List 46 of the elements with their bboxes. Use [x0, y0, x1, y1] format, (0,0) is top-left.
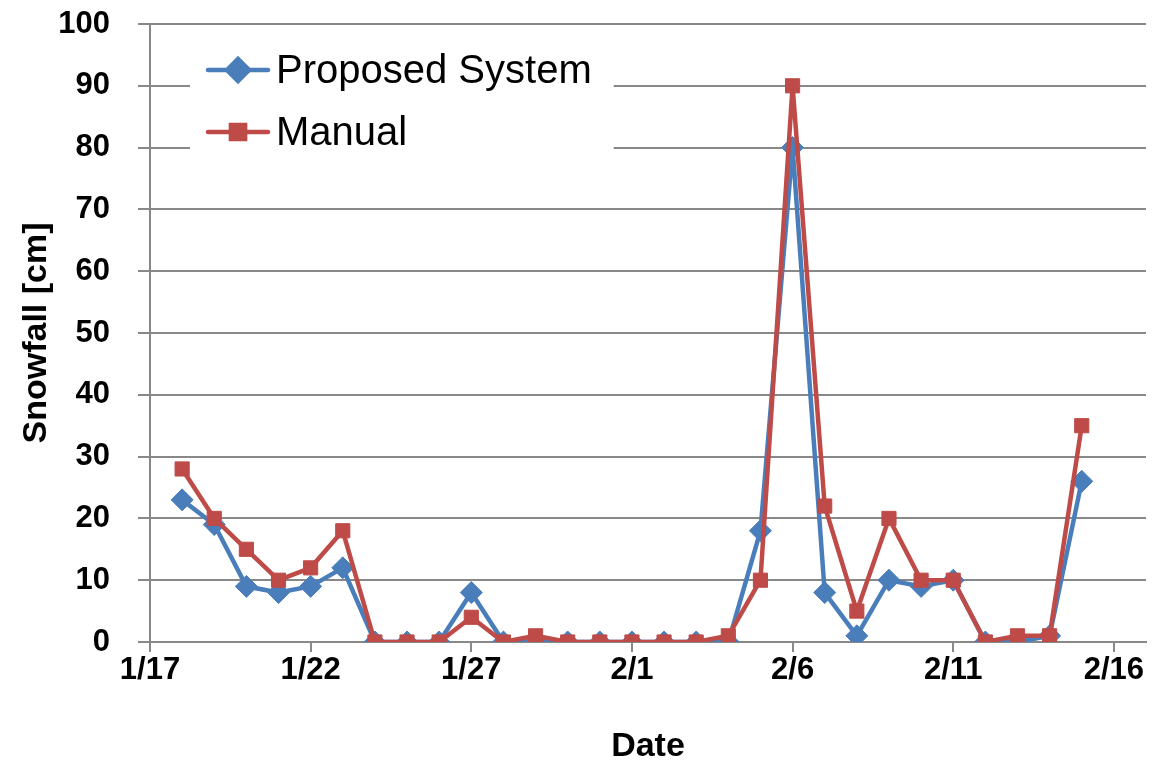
point: [459, 581, 483, 605]
x-tick-label: 2/11: [923, 651, 983, 687]
x-tick-label: 2/1: [610, 651, 654, 687]
point: [527, 628, 544, 642]
y-tick-label: 30: [75, 437, 110, 473]
x-tick-label: 1/17: [119, 651, 181, 687]
y-tick-label: 80: [75, 128, 110, 164]
y-tick-label: 60: [75, 251, 110, 287]
point: [170, 488, 194, 512]
point: [463, 609, 479, 625]
legend-label: Proposed System: [276, 47, 592, 92]
y-tick-label: 40: [75, 375, 110, 411]
y-tick-label: 100: [58, 4, 110, 40]
point: [877, 568, 901, 592]
point: [335, 523, 351, 539]
x-tick-label: 2/6: [771, 651, 815, 687]
point: [303, 560, 319, 576]
point: [238, 541, 254, 557]
point: [849, 603, 865, 619]
y-axis-title: Snowfall [cm]: [14, 222, 53, 444]
point: [720, 628, 736, 642]
point: [234, 574, 258, 598]
x-tick-label: 1/27: [441, 651, 502, 687]
point: [785, 78, 801, 94]
x-tick-label: 2/16: [1083, 651, 1145, 687]
point: [913, 572, 929, 588]
x-tick-label: 1/22: [280, 651, 341, 687]
point: [817, 498, 833, 514]
y-tick-label: 70: [75, 189, 110, 225]
point: [1042, 628, 1058, 642]
y-tick-label: 90: [75, 66, 110, 102]
y-tick-label: 10: [75, 560, 110, 596]
y-tick-label: 50: [75, 313, 110, 349]
point: [174, 461, 190, 477]
point: [1074, 418, 1090, 434]
point: [813, 581, 837, 605]
point: [299, 574, 323, 598]
point: [752, 572, 769, 588]
y-tick-label: 20: [75, 498, 110, 534]
legend-label: Manual: [276, 109, 408, 154]
point: [270, 572, 287, 588]
point: [331, 556, 355, 580]
point: [206, 510, 222, 526]
point: [881, 510, 897, 526]
y-tick-label: 0: [92, 622, 110, 658]
x-axis-title: Date: [611, 724, 685, 763]
